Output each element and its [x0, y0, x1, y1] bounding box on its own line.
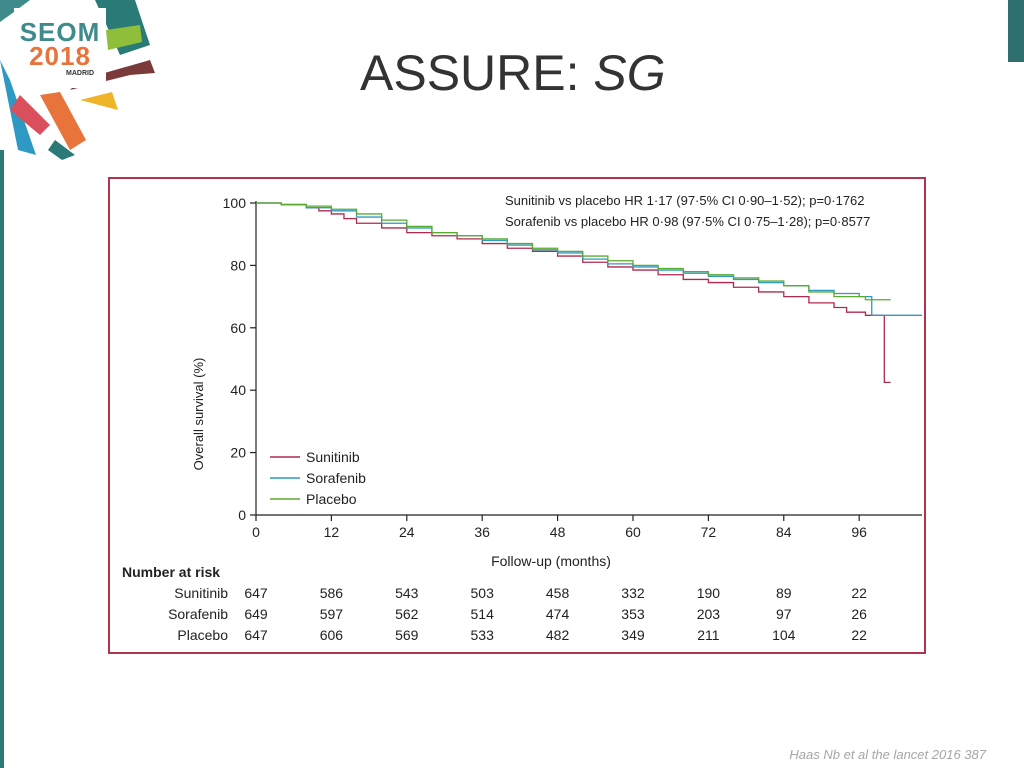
y-tick-label: 80	[230, 257, 246, 273]
y-tick-label: 60	[230, 320, 246, 336]
risk-cell: 458	[546, 585, 570, 601]
risk-cell: 562	[395, 606, 419, 622]
logo-year-text: 2018	[29, 40, 91, 71]
risk-cell: 597	[320, 606, 344, 622]
km-figure: 0 20 40 60 80 100 0 12 24 36 48 60 72 84 96 Overall su…	[108, 177, 926, 654]
risk-row-label: Sorafenib	[168, 606, 228, 622]
risk-cell: 203	[697, 606, 721, 622]
risk-cell: 22	[851, 627, 867, 643]
right-corner-decoration	[1008, 0, 1024, 62]
y-tick-label: 0	[238, 507, 246, 523]
hr-annotation-line-1: Sunitinib vs placebo HR 1·17 (97·5% CI 0…	[505, 193, 865, 208]
y-tick-label: 40	[230, 382, 246, 398]
curve-sunitinib	[256, 202, 891, 384]
risk-cell: 26	[851, 606, 867, 622]
logo-seom-text: SEOM	[19, 16, 101, 47]
x-tick-label: 0	[252, 524, 260, 540]
risk-cell: 353	[621, 606, 645, 622]
risk-cell: 533	[471, 627, 495, 643]
x-tick-label: 36	[474, 524, 490, 540]
risk-cell: 503	[471, 585, 495, 601]
x-tick-label: 48	[550, 524, 566, 540]
risk-cell: 649	[244, 606, 268, 622]
survival-curves	[256, 202, 922, 384]
slide-title: ASSURE: SG	[360, 44, 666, 102]
hr-annotation-line-2: Sorafenib vs placebo HR 0·98 (97·5% CI 0…	[505, 214, 870, 229]
axes: 0 20 40 60 80 100 0 12 24 36 48 60 72 84 96	[223, 195, 922, 540]
legend-label-sorafenib: Sorafenib	[306, 470, 366, 486]
seom-logo: SEOM 2018 MADRID	[0, 0, 160, 160]
y-axis-label: Overall survival (%)	[191, 358, 206, 471]
risk-cell: 211	[697, 627, 720, 643]
risk-cell: 22	[851, 585, 867, 601]
risk-cell: 474	[546, 606, 570, 622]
x-tick-label: 72	[701, 524, 717, 540]
x-tick-label: 84	[776, 524, 792, 540]
risk-cell: 97	[776, 606, 792, 622]
risk-cell: 482	[546, 627, 570, 643]
risk-cell: 104	[772, 627, 796, 643]
curve-placebo	[256, 202, 891, 301]
x-tick-label: 12	[324, 524, 340, 540]
risk-cell: 349	[621, 627, 645, 643]
risk-cell: 332	[621, 585, 645, 601]
risk-cell: 569	[395, 627, 419, 643]
x-axis-label: Follow-up (months)	[491, 553, 611, 569]
slide-title-italic: SG	[593, 45, 666, 101]
legend: Sunitinib Sorafenib Placebo	[270, 449, 366, 507]
y-tick-label: 20	[230, 445, 246, 461]
logo-text-box: SEOM 2018 MADRID	[14, 8, 106, 88]
x-tick-label: 60	[625, 524, 641, 540]
risk-row-label: Placebo	[177, 627, 228, 643]
risk-cell: 606	[320, 627, 344, 643]
km-chart: 0 20 40 60 80 100 0 12 24 36 48 60 72 84 96 Overall su…	[122, 193, 922, 643]
x-tick-label: 24	[399, 524, 415, 540]
risk-table: Sunitinib 647 586 543 503 458 332 190 89 22 Sorafe…	[168, 585, 867, 643]
legend-label-sunitinib: Sunitinib	[306, 449, 360, 465]
citation: Haas Nb et al the lancet 2016 387	[789, 747, 986, 762]
slide-title-main: ASSURE:	[360, 45, 594, 101]
risk-cell: 514	[471, 606, 495, 622]
risk-cell: 586	[320, 585, 344, 601]
risk-cell: 543	[395, 585, 419, 601]
legend-label-placebo: Placebo	[306, 491, 357, 507]
risk-table-title: Number at risk	[122, 564, 220, 580]
risk-cell: 89	[776, 585, 792, 601]
risk-cell: 647	[244, 627, 268, 643]
left-accent-bar	[0, 150, 4, 768]
risk-row-label: Sunitinib	[174, 585, 228, 601]
y-tick-label: 100	[223, 195, 247, 211]
logo-city-text: MADRID	[66, 69, 94, 77]
risk-cell: 190	[697, 585, 721, 601]
risk-cell: 647	[244, 585, 268, 601]
x-tick-label: 96	[851, 524, 867, 540]
